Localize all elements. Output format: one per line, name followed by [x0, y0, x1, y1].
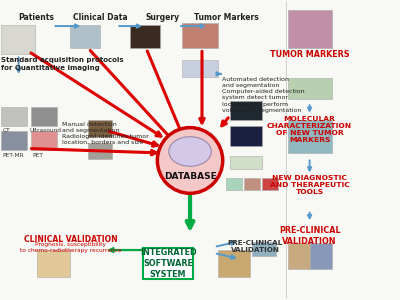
- Text: PRE-CLINICAL
VALIDATION: PRE-CLINICAL VALIDATION: [227, 240, 283, 253]
- Bar: [288, 243, 310, 269]
- Bar: [226, 178, 242, 190]
- Bar: [1, 25, 34, 54]
- Text: Ultrasound: Ultrasound: [30, 128, 62, 133]
- Text: TUMOR MARKERS: TUMOR MARKERS: [270, 50, 350, 59]
- Text: CT: CT: [3, 128, 10, 133]
- Bar: [230, 156, 262, 169]
- Text: Tumor Markers: Tumor Markers: [194, 13, 258, 22]
- Bar: [130, 25, 160, 49]
- Bar: [1, 130, 27, 150]
- Text: PET: PET: [32, 153, 44, 158]
- Text: Patients: Patients: [19, 13, 54, 22]
- Bar: [1, 107, 27, 126]
- Bar: [182, 60, 218, 77]
- Text: INTEGRATED
SOFTWARE
SYSTEM: INTEGRATED SOFTWARE SYSTEM: [140, 248, 196, 279]
- Ellipse shape: [169, 137, 211, 166]
- Text: Automated detection
and segmentation
Computer-aided detection
system detect tumo: Automated detection and segmentation Com…: [222, 77, 304, 113]
- Bar: [88, 142, 112, 159]
- Text: NEW DIAGNOSTIC
AND THERAPEUTIC
TOOLS: NEW DIAGNOSTIC AND THERAPEUTIC TOOLS: [270, 176, 350, 195]
- Text: Surgery: Surgery: [145, 13, 179, 22]
- Text: Prognosis, susceptibility
to chemo-radiotherapy recurrence: Prognosis, susceptibility to chemo-radio…: [20, 242, 121, 253]
- Bar: [252, 242, 276, 256]
- Ellipse shape: [157, 128, 223, 193]
- Text: Clinical Data: Clinical Data: [73, 13, 128, 22]
- Bar: [262, 178, 278, 190]
- Bar: [30, 107, 56, 126]
- Bar: [36, 250, 70, 277]
- Bar: [30, 130, 56, 150]
- Text: CLINICAL VALIDATION: CLINICAL VALIDATION: [24, 235, 117, 244]
- Text: MOLECULAR
CHARACTERIZATION
OF NEW TUMOR
MARKERS: MOLECULAR CHARACTERIZATION OF NEW TUMOR …: [267, 116, 352, 143]
- Bar: [288, 10, 332, 49]
- Bar: [244, 178, 260, 190]
- Text: PET-MR: PET-MR: [3, 153, 24, 158]
- Bar: [88, 120, 112, 136]
- Bar: [288, 120, 332, 153]
- Bar: [182, 23, 218, 49]
- Bar: [218, 250, 250, 277]
- Text: Manual detection
and segmentation
Radiologist identifies tumor
location, borders: Manual detection and segmentation Radiol…: [62, 122, 149, 145]
- Text: DATABASE: DATABASE: [164, 172, 216, 182]
- Text: PRE-CLINICAL
VALIDATION: PRE-CLINICAL VALIDATION: [279, 226, 340, 245]
- Bar: [230, 126, 262, 146]
- Bar: [288, 78, 332, 99]
- Bar: [310, 243, 332, 269]
- Bar: [70, 25, 100, 49]
- Text: Standard acquisition protocols
for Quantitative imaging: Standard acquisition protocols for Quant…: [1, 57, 123, 71]
- Bar: [230, 101, 262, 120]
- FancyBboxPatch shape: [143, 248, 193, 279]
